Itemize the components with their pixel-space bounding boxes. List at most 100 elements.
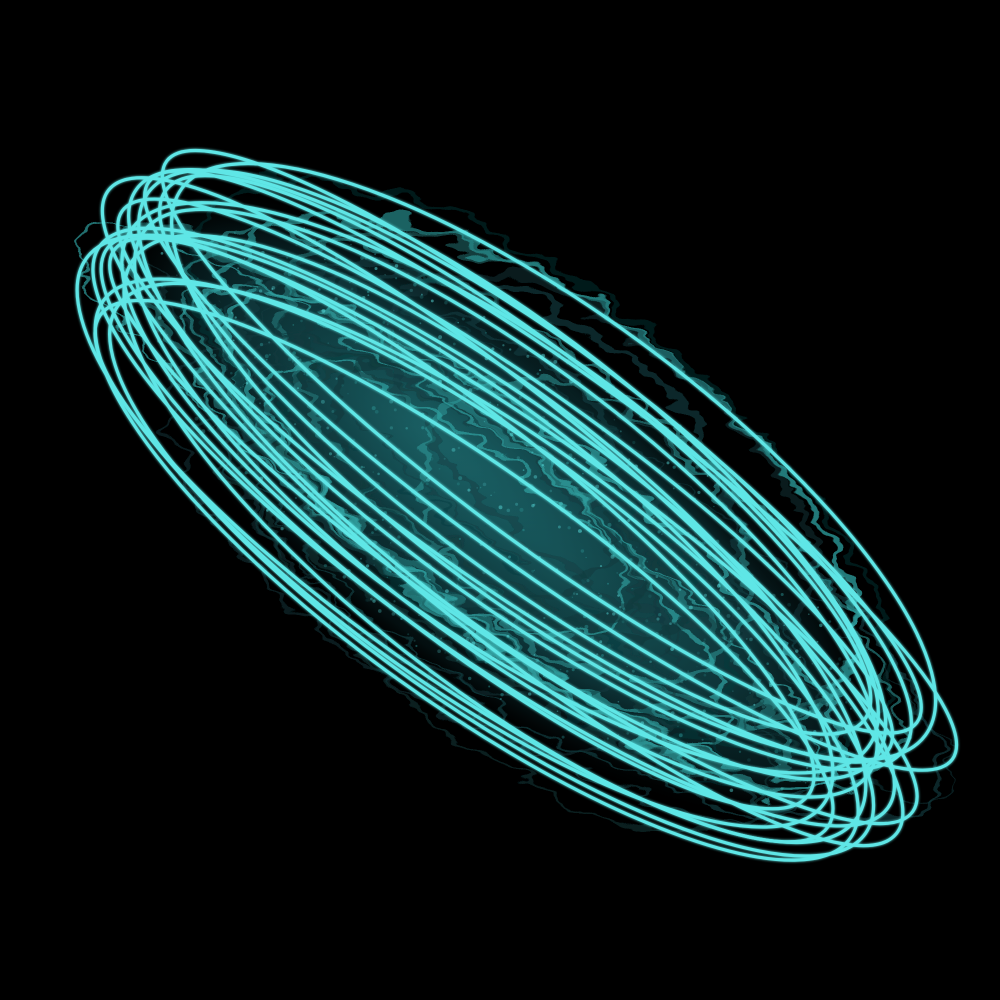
texture-speck bbox=[295, 293, 300, 298]
texture-speck bbox=[533, 654, 536, 656]
texture-speck bbox=[661, 634, 663, 636]
texture-speck bbox=[616, 571, 619, 574]
texture-speck bbox=[280, 527, 284, 531]
texture-speck bbox=[850, 708, 852, 710]
texture-speck bbox=[549, 489, 553, 493]
texture-speck bbox=[369, 511, 371, 514]
orbit-rings bbox=[75, 148, 959, 862]
texture-speck bbox=[695, 563, 698, 566]
texture-speck bbox=[736, 606, 740, 611]
texture-speck bbox=[356, 360, 358, 363]
texture-speck bbox=[668, 756, 672, 759]
texture-speck bbox=[617, 701, 620, 703]
texture-speck bbox=[749, 637, 753, 642]
texture-speck bbox=[287, 409, 291, 413]
texture-speck bbox=[266, 509, 269, 512]
texture-speck bbox=[377, 472, 380, 476]
texture-speck bbox=[531, 504, 535, 508]
texture-speck bbox=[377, 609, 382, 613]
texture-speck bbox=[384, 274, 386, 276]
texture-speck bbox=[374, 409, 379, 414]
texture-speck bbox=[778, 749, 781, 753]
texture-speck bbox=[349, 281, 351, 284]
texture-speck bbox=[766, 618, 770, 623]
texture-speck bbox=[817, 606, 819, 609]
texture-speck bbox=[672, 465, 676, 469]
texture-speck bbox=[372, 557, 376, 561]
texture-speck bbox=[508, 555, 511, 559]
texture-speck bbox=[605, 463, 608, 466]
texture-speck bbox=[382, 320, 386, 324]
texture-speck bbox=[381, 518, 385, 522]
texture-speck bbox=[836, 662, 840, 666]
texture-speck bbox=[271, 288, 274, 290]
texture-speck bbox=[389, 526, 392, 529]
texture-speck bbox=[371, 531, 374, 534]
nebula-wisp bbox=[251, 252, 958, 800]
texture-speck bbox=[522, 476, 524, 478]
texture-speck bbox=[438, 335, 443, 340]
texture-speck bbox=[706, 475, 709, 477]
texture-speck bbox=[533, 569, 536, 572]
texture-speck bbox=[816, 704, 820, 707]
texture-speck bbox=[543, 472, 546, 475]
texture-speck bbox=[799, 647, 802, 651]
texture-speck bbox=[374, 454, 377, 457]
texture-speck bbox=[468, 388, 473, 392]
texture-speck bbox=[405, 426, 408, 430]
texture-speck bbox=[531, 451, 534, 454]
texture-speck bbox=[239, 386, 242, 389]
texture-speck bbox=[407, 633, 410, 636]
orbit-ring bbox=[75, 233, 835, 829]
texture-speck bbox=[391, 612, 396, 616]
texture-speck bbox=[607, 582, 609, 585]
texture-speck bbox=[804, 781, 807, 784]
texture-speck bbox=[636, 546, 638, 548]
texture-speck bbox=[598, 592, 600, 595]
texture-speck bbox=[394, 264, 399, 268]
texture-speck bbox=[687, 670, 689, 672]
texture-speck bbox=[618, 520, 621, 522]
texture-speck bbox=[365, 564, 370, 568]
texture-speck bbox=[828, 620, 832, 623]
texture-speck bbox=[293, 423, 297, 426]
texture-speck bbox=[774, 749, 779, 754]
texture-speck bbox=[559, 668, 562, 671]
texture-speck bbox=[354, 381, 358, 384]
texture-speck bbox=[496, 404, 499, 406]
texture-speck bbox=[669, 622, 672, 626]
texture-speck bbox=[346, 346, 351, 351]
texture-speck bbox=[397, 535, 401, 539]
texture-speck bbox=[180, 308, 184, 312]
texture-speck bbox=[718, 729, 722, 733]
texture-speck bbox=[451, 602, 455, 606]
texture-speck bbox=[506, 631, 508, 633]
texture-speck bbox=[415, 497, 419, 502]
texture-speck bbox=[294, 496, 298, 500]
orbit-ring bbox=[100, 176, 905, 848]
texture-speck bbox=[615, 672, 620, 677]
texture-speck bbox=[522, 469, 525, 471]
texture-speck bbox=[413, 282, 417, 287]
texture-speck bbox=[696, 666, 698, 668]
texture-speck bbox=[372, 471, 374, 473]
texture-speck bbox=[695, 465, 699, 469]
texture-speck bbox=[483, 420, 486, 423]
texture-speck bbox=[360, 557, 362, 560]
texture-speck bbox=[766, 662, 769, 665]
texture-speck bbox=[325, 261, 327, 264]
texture-speck bbox=[701, 738, 704, 741]
texture-speck bbox=[352, 446, 354, 449]
texture-speck bbox=[286, 295, 288, 297]
texture-speck bbox=[297, 387, 299, 389]
texture-speck bbox=[350, 287, 354, 291]
texture-speck bbox=[385, 435, 388, 438]
texture-speck bbox=[627, 519, 631, 522]
texture-speck bbox=[483, 438, 487, 441]
texture-speck bbox=[292, 351, 296, 355]
texture-speck bbox=[298, 471, 302, 475]
texture-speck bbox=[264, 354, 269, 359]
texture-speck bbox=[819, 737, 824, 742]
texture-speck bbox=[774, 775, 777, 779]
texture-speck bbox=[232, 339, 235, 342]
